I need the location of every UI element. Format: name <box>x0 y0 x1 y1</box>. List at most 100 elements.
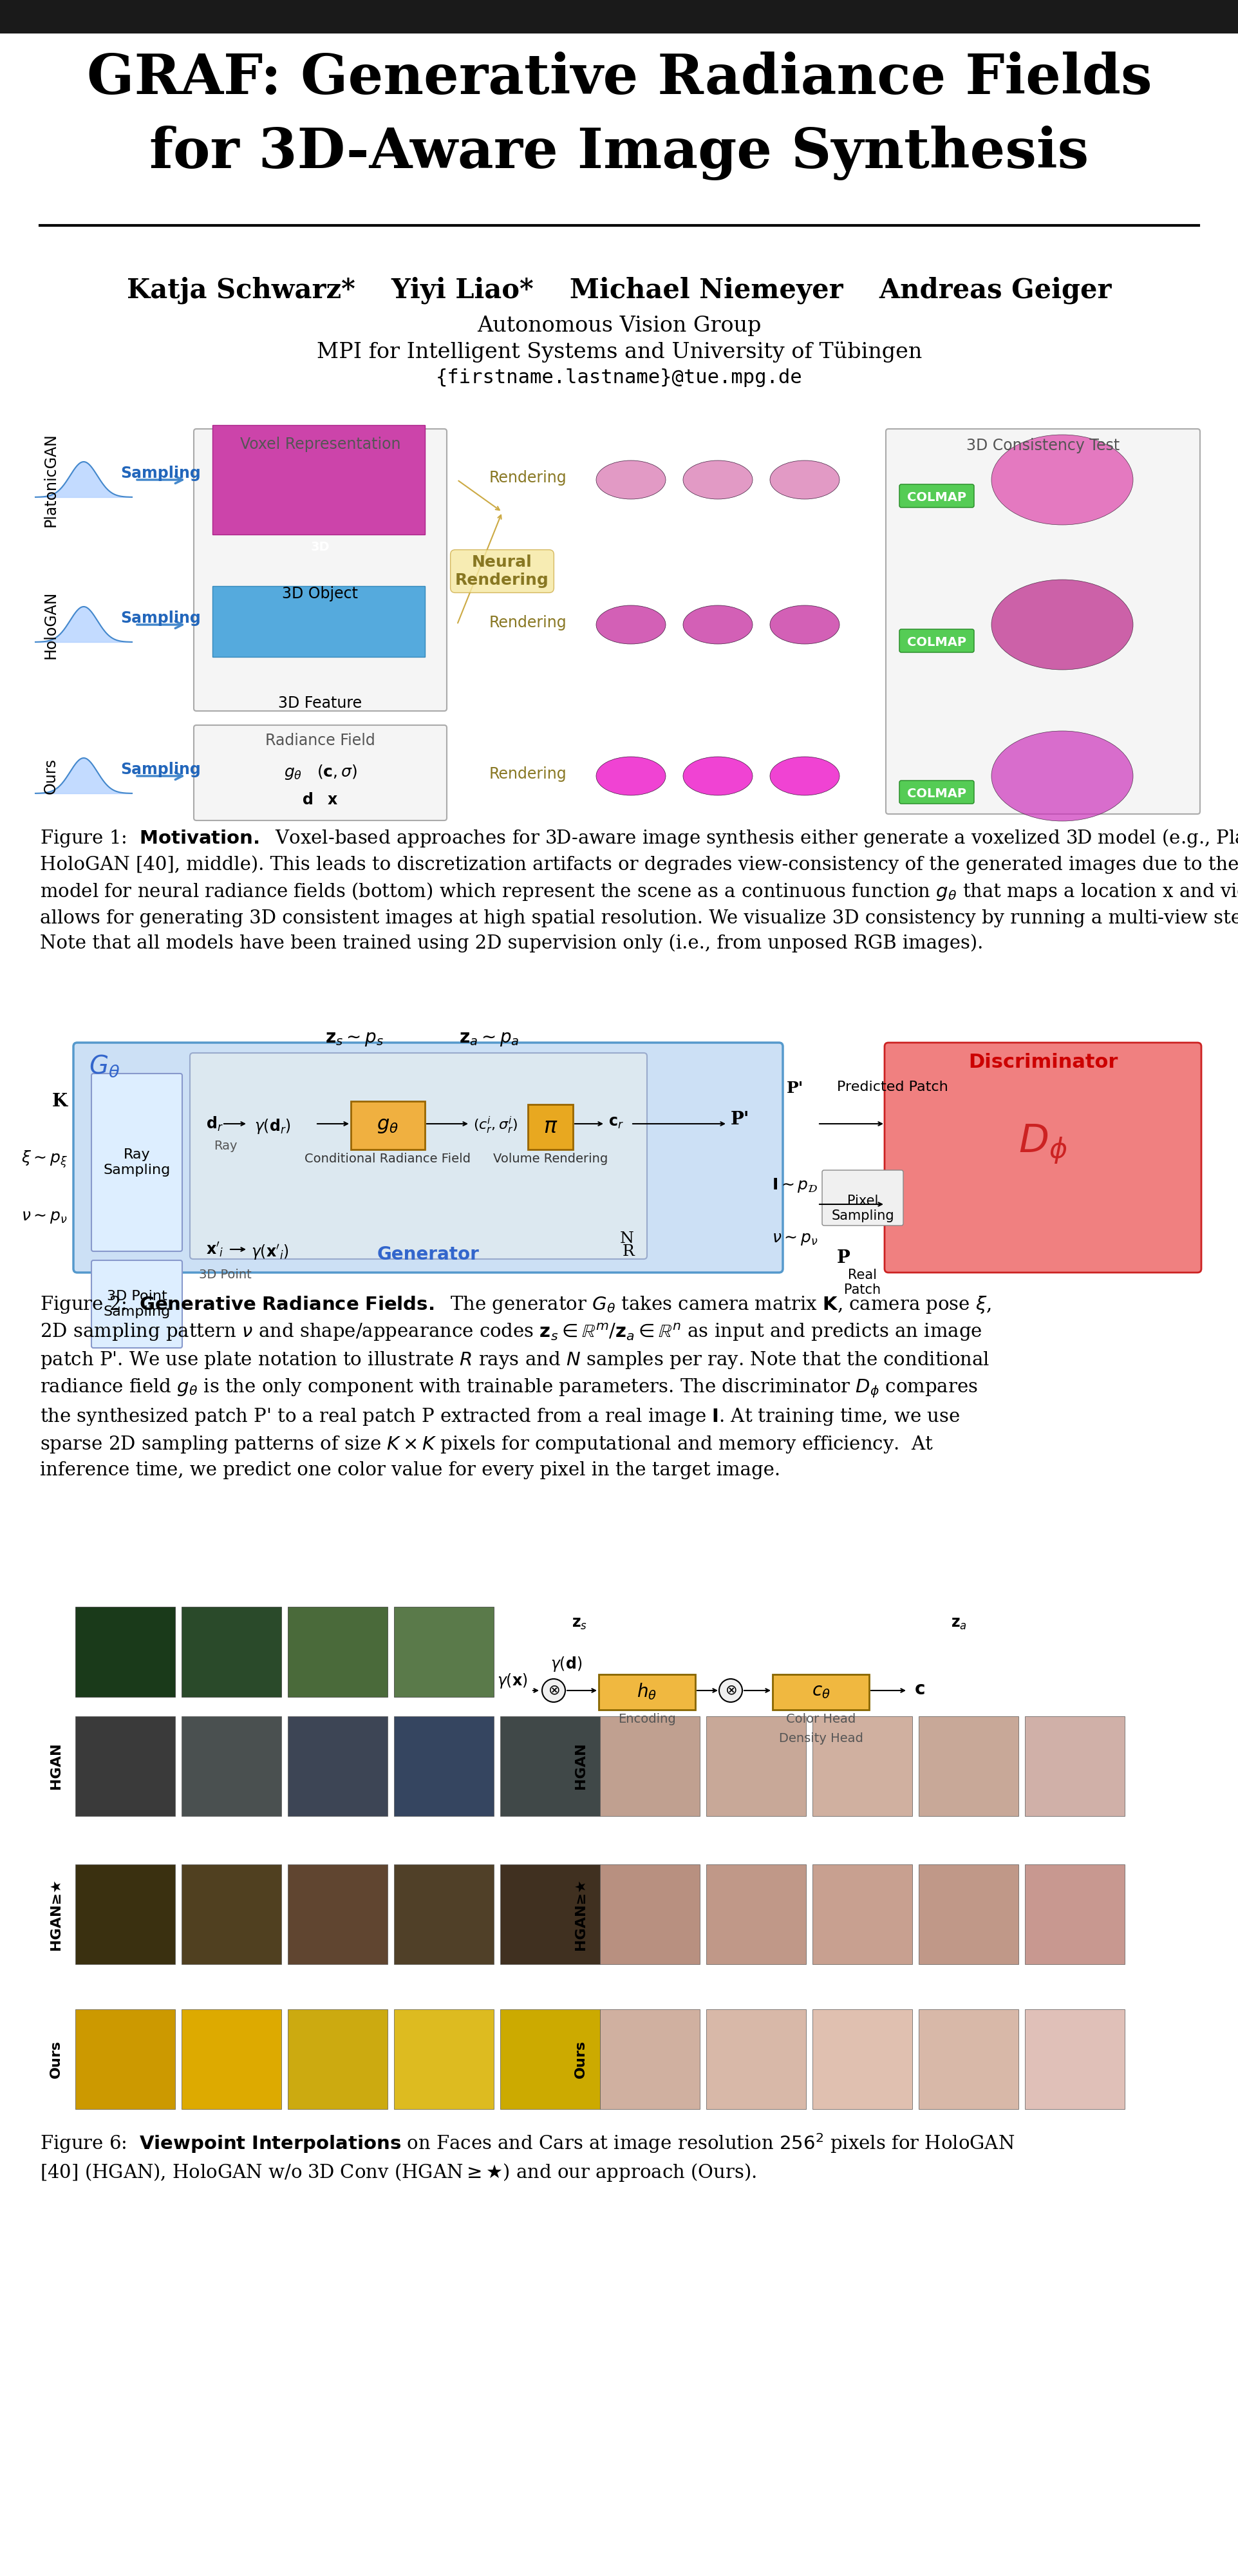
Text: $\mathbf{z}_a \sim p_a$: $\mathbf{z}_a \sim p_a$ <box>459 1030 519 1048</box>
FancyBboxPatch shape <box>899 484 973 507</box>
Text: Sampling: Sampling <box>121 611 201 626</box>
Ellipse shape <box>682 461 753 500</box>
Text: $\nu \sim p_\nu$: $\nu \sim p_\nu$ <box>21 1211 68 1224</box>
Bar <box>182 1865 281 1963</box>
Text: $\xi \sim p_\xi$: $\xi \sim p_\xi$ <box>21 1149 68 1170</box>
Text: N: N <box>620 1231 634 1247</box>
Text: Ours: Ours <box>574 2040 587 2079</box>
FancyBboxPatch shape <box>73 1043 782 1273</box>
Ellipse shape <box>990 435 1133 526</box>
Text: COLMAP: COLMAP <box>906 492 966 505</box>
Text: 3D Consistency Test: 3D Consistency Test <box>966 438 1119 453</box>
Text: Figure 1:  $\mathbf{Motivation.}$  Voxel-based approaches for 3D-aware image syn: Figure 1: $\mathbf{Motivation.}$ Voxel-b… <box>40 827 1238 953</box>
Text: $\mathbf{z}_s$: $\mathbf{z}_s$ <box>571 1618 587 1631</box>
Text: Katja Schwarz*   Yiyi Liao*   Michael Niemeyer   Andreas Geiger: Katja Schwarz* Yiyi Liao* Michael Niemey… <box>128 276 1110 304</box>
Bar <box>76 2009 175 2110</box>
Bar <box>394 2009 494 2110</box>
Circle shape <box>542 1680 565 1703</box>
Bar <box>773 1674 869 1710</box>
Bar <box>812 1865 911 1963</box>
Bar <box>76 1716 175 1816</box>
Ellipse shape <box>770 757 839 796</box>
Text: Pixel
Sampling: Pixel Sampling <box>831 1195 894 1224</box>
Text: $D_\phi$: $D_\phi$ <box>1018 1123 1067 1167</box>
Text: $\otimes$: $\otimes$ <box>547 1685 560 1698</box>
Text: Figure 2:  $\mathbf{Generative\ Radiance\ Fields.}$  The generator $G_\theta$ ta: Figure 2: $\mathbf{Generative\ Radiance\… <box>40 1293 990 1479</box>
Text: Ours: Ours <box>50 2040 62 2079</box>
Bar <box>599 1716 699 1816</box>
Text: P': P' <box>730 1110 749 1128</box>
Text: $\mathbf{z}_a$: $\mathbf{z}_a$ <box>951 1618 967 1631</box>
Ellipse shape <box>595 461 665 500</box>
Text: 3D Point: 3D Point <box>199 1267 251 1280</box>
Text: 3D Feature: 3D Feature <box>279 696 361 711</box>
Text: HGAN≥★: HGAN≥★ <box>574 1878 587 1950</box>
Bar <box>182 1716 281 1816</box>
FancyBboxPatch shape <box>92 1074 182 1252</box>
Ellipse shape <box>770 461 839 500</box>
Text: {firstname.lastname}@tue.mpg.de: {firstname.lastname}@tue.mpg.de <box>436 368 802 386</box>
FancyBboxPatch shape <box>193 428 447 711</box>
Bar <box>287 2009 387 2110</box>
FancyBboxPatch shape <box>822 1170 903 1226</box>
FancyBboxPatch shape <box>885 428 1200 814</box>
Bar <box>599 1865 699 1963</box>
Bar <box>1024 1716 1124 1816</box>
Bar <box>213 425 425 536</box>
Text: P': P' <box>786 1082 803 1097</box>
Text: R: R <box>621 1244 634 1260</box>
Bar <box>350 1103 425 1149</box>
Text: HGAN≥★: HGAN≥★ <box>50 1878 62 1950</box>
Bar <box>919 1865 1018 1963</box>
Bar <box>394 1607 494 1698</box>
Ellipse shape <box>682 605 753 644</box>
Text: $\mathbf{d}_r$: $\mathbf{d}_r$ <box>206 1115 223 1133</box>
Bar <box>394 1716 494 1816</box>
Bar <box>40 1010 1198 1288</box>
Text: Figure 6:  $\mathbf{Viewpoint\ Interpolations}$ on Faces and Cars at image resol: Figure 6: $\mathbf{Viewpoint\ Interpolat… <box>40 2133 1014 2184</box>
Bar <box>1024 1865 1124 1963</box>
Text: HGAN: HGAN <box>50 1741 62 1790</box>
Text: Sampling: Sampling <box>121 466 201 482</box>
Bar <box>287 1865 387 1963</box>
Bar <box>706 1865 806 1963</box>
Bar <box>182 1607 281 1698</box>
FancyBboxPatch shape <box>193 726 447 819</box>
Text: $\pi$: $\pi$ <box>543 1118 557 1139</box>
Text: Generator: Generator <box>376 1247 479 1262</box>
Bar <box>706 1716 806 1816</box>
Bar <box>812 1716 911 1816</box>
Text: $\mathbf{z}_s \sim p_s$: $\mathbf{z}_s \sim p_s$ <box>324 1030 383 1048</box>
Text: Real
Patch: Real Patch <box>844 1267 880 1296</box>
Text: HGAN: HGAN <box>574 1741 587 1790</box>
Text: Density Head: Density Head <box>779 1731 863 1744</box>
Text: $\gamma(\mathbf{x}'_i)$: $\gamma(\mathbf{x}'_i)$ <box>251 1244 288 1262</box>
Circle shape <box>719 1680 742 1703</box>
Bar <box>599 2009 699 2110</box>
Text: for 3D-Aware Image Synthesis: for 3D-Aware Image Synthesis <box>150 126 1088 180</box>
Text: $h_\theta$: $h_\theta$ <box>636 1682 656 1703</box>
Bar <box>812 2009 911 2110</box>
Bar <box>919 2009 1018 2110</box>
Text: Ray
Sampling: Ray Sampling <box>103 1149 171 1177</box>
Text: Encoding: Encoding <box>618 1713 676 1726</box>
Bar <box>1024 2009 1124 2110</box>
Ellipse shape <box>990 580 1133 670</box>
Text: 3D Object: 3D Object <box>282 587 358 600</box>
FancyBboxPatch shape <box>92 1260 182 1347</box>
Text: K: K <box>52 1092 68 1110</box>
Bar <box>287 1607 387 1698</box>
FancyBboxPatch shape <box>899 781 973 804</box>
Bar <box>500 1865 599 1963</box>
Text: Color Head: Color Head <box>786 1713 855 1726</box>
Text: Neural
Rendering: Neural Rendering <box>456 554 548 587</box>
Text: $c_\theta$: $c_\theta$ <box>811 1682 829 1700</box>
Text: Ray: Ray <box>213 1139 236 1151</box>
Text: Radiance Field: Radiance Field <box>265 732 375 747</box>
Text: COLMAP: COLMAP <box>906 788 966 799</box>
Text: $\gamma(\mathbf{d}_r)$: $\gamma(\mathbf{d}_r)$ <box>254 1118 291 1136</box>
Text: Voxel Representation: Voxel Representation <box>240 435 400 453</box>
Text: GRAF: Generative Radiance Fields: GRAF: Generative Radiance Fields <box>87 52 1151 106</box>
Bar <box>394 1865 494 1963</box>
Bar <box>500 2009 599 2110</box>
